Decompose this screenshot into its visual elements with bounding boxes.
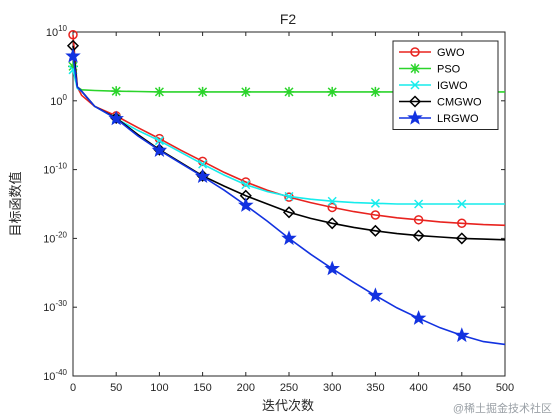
x-tick-label: 200 — [237, 382, 255, 394]
x-tick-label: 300 — [323, 382, 341, 394]
data-point-pso — [327, 86, 338, 97]
y-tick-label: 10-30 — [43, 299, 67, 314]
x-tick-label: 500 — [496, 382, 514, 394]
data-point-lrgwo — [281, 230, 297, 246]
data-point-gwo — [241, 177, 251, 187]
series-lrgwo — [65, 47, 506, 346]
x-tick-label: 250 — [280, 382, 298, 394]
legend-marker — [408, 95, 422, 108]
data-point-cmgwo — [412, 229, 425, 242]
chart-title: F2 — [280, 11, 297, 27]
data-point-gwo — [457, 218, 467, 229]
series-line-lrgwo — [72, 55, 506, 346]
legend-marker — [410, 63, 420, 74]
data-point-gwo — [327, 202, 337, 213]
data-point-igwo — [154, 136, 164, 146]
y-axis-label: 目标函数值 — [8, 171, 23, 236]
legend-item-pso: PSO — [399, 63, 461, 76]
data-point-gwo — [370, 210, 381, 220]
x-tick-label: 350 — [366, 382, 384, 394]
y-tick-label: 1010 — [46, 24, 68, 39]
data-point-pso — [284, 86, 294, 97]
watermark: @稀土掘金技术社区 — [452, 403, 552, 415]
data-point-pso — [240, 86, 251, 97]
legend-label: CMGWO — [437, 97, 482, 109]
legend-item-gwo: GWO — [399, 47, 465, 59]
series-layer — [65, 30, 506, 346]
data-point-cmgwo — [369, 224, 382, 237]
y-tick-label: 100 — [50, 93, 67, 108]
legend-marker — [407, 109, 423, 125]
legend-item-cmgwo: CMGWO — [399, 95, 482, 109]
data-point-igwo — [241, 180, 251, 190]
data-point-igwo — [327, 196, 337, 206]
legend-marker — [410, 47, 420, 57]
legend-label: LRGWO — [437, 113, 479, 125]
data-point-cmgwo — [455, 232, 468, 245]
data-point-cmgwo — [326, 217, 339, 230]
data-point-igwo — [457, 199, 467, 209]
data-point-lrgwo — [454, 327, 470, 343]
legend: GWO PSO IGWO CMGWO LRGWO — [392, 40, 499, 130]
data-point-gwo — [68, 30, 78, 40]
data-point-lrgwo — [410, 310, 427, 325]
x-tick-label: 0 — [70, 382, 76, 394]
data-point-cmgwo — [282, 206, 296, 219]
x-axis-label: 迭代次数 — [262, 398, 314, 413]
data-point-pso — [197, 86, 208, 97]
data-point-igwo — [370, 198, 380, 208]
data-point-igwo — [284, 191, 294, 201]
legend-item-lrgwo: LRGWO — [399, 109, 479, 125]
data-point-pso — [154, 86, 165, 97]
data-point-lrgwo — [108, 110, 124, 126]
legend-label: IGWO — [437, 80, 468, 92]
legend-box — [392, 40, 499, 130]
x-tick-label: 450 — [453, 382, 471, 394]
x-tick-label: 100 — [150, 382, 168, 394]
data-point-igwo — [414, 199, 424, 209]
x-tick-label: 400 — [409, 382, 427, 394]
y-tick-label: 10-20 — [43, 230, 67, 245]
y-tick-label: 10-40 — [43, 368, 67, 383]
data-point-igwo — [198, 159, 208, 169]
series-line-gwo — [72, 34, 506, 227]
legend-label: PSO — [437, 64, 461, 76]
data-point-lrgwo — [194, 168, 211, 184]
data-point-gwo — [413, 215, 424, 225]
data-point-lrgwo — [237, 197, 254, 212]
data-point-pso — [370, 86, 381, 97]
legend-label: GWO — [437, 47, 465, 59]
x-tick-label: 50 — [110, 382, 122, 394]
axis-ticks: 0 50 100 150 200 250 300 350 400 450 500 1010 100 10-… — [43, 24, 514, 394]
data-point-lrgwo — [367, 287, 384, 303]
legend-marker — [410, 80, 420, 90]
data-point-pso — [111, 86, 122, 97]
data-point-lrgwo — [324, 260, 340, 276]
data-point-pso — [68, 61, 78, 72]
x-tick-label: 150 — [193, 382, 211, 394]
y-tick-label: 10-10 — [43, 162, 67, 177]
legend-item-igwo: IGWO — [399, 80, 468, 92]
data-point-lrgwo — [65, 47, 81, 63]
data-point-lrgwo — [151, 142, 168, 157]
